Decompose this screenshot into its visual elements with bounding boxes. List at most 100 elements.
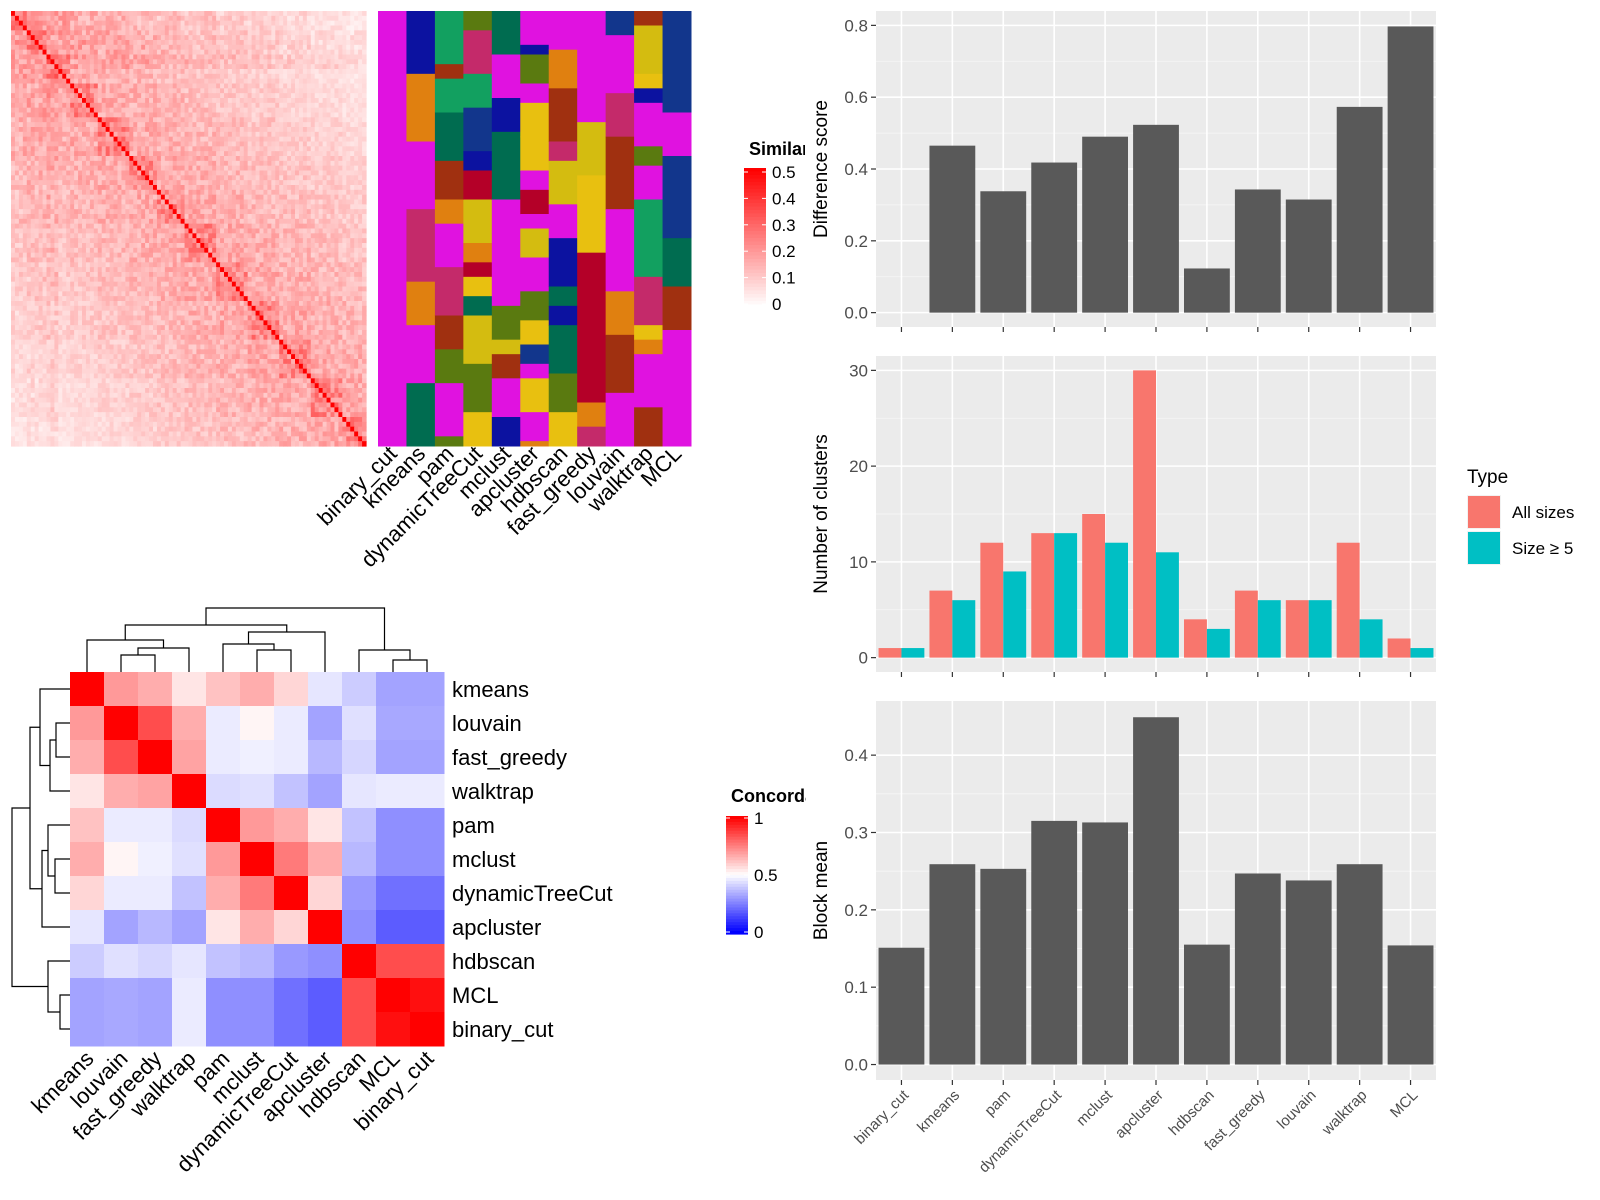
similarity-cell xyxy=(212,223,217,230)
similarity-cell xyxy=(42,69,48,75)
similarity-cell xyxy=(192,257,197,263)
similarity-cell xyxy=(121,175,126,181)
similarity-cell xyxy=(354,78,359,85)
similarity-cell xyxy=(200,15,205,22)
similarity-cell xyxy=(326,262,332,268)
similarity-cell xyxy=(220,20,225,27)
similarity-cell xyxy=(216,102,221,109)
similarity-cell xyxy=(239,252,245,259)
similarity-cell xyxy=(14,170,20,176)
similarity-cell xyxy=(322,107,328,114)
similarity-cell xyxy=(97,40,103,46)
similarity-cell xyxy=(172,73,178,80)
similarity-cell xyxy=(314,40,320,46)
similarity-cell xyxy=(334,262,339,268)
similarity-cell xyxy=(62,35,67,41)
similarity-cell xyxy=(89,25,95,31)
similarity-cell xyxy=(97,276,103,283)
similarity-cell xyxy=(66,127,71,133)
similarity-cell xyxy=(267,233,272,239)
similarity-cell xyxy=(196,136,201,143)
similarity-cell xyxy=(267,238,272,244)
similarity-cell xyxy=(78,189,83,196)
similarity-cell xyxy=(227,238,233,244)
similarity-cell xyxy=(62,228,67,234)
similarity-cell xyxy=(188,228,194,234)
similarity-cell xyxy=(42,141,48,147)
similarity-cell xyxy=(121,88,126,94)
similarity-cell xyxy=(125,185,130,191)
similarity-cell xyxy=(243,98,249,104)
similarity-cell xyxy=(350,180,355,186)
similarity-cell xyxy=(212,93,217,99)
similarity-cell xyxy=(350,112,355,118)
similarity-cell xyxy=(362,272,367,278)
similarity-cell xyxy=(38,15,44,22)
similarity-cell xyxy=(97,247,103,254)
similarity-cell xyxy=(82,88,87,94)
similarity-cell xyxy=(247,54,253,60)
similarity-cell xyxy=(330,257,336,263)
similarity-cell xyxy=(97,199,103,205)
similarity-cell xyxy=(271,156,276,162)
similarity-cell xyxy=(322,136,328,143)
similarity-cell xyxy=(113,122,119,128)
similarity-cell xyxy=(22,59,28,65)
similarity-cell xyxy=(14,78,20,85)
similarity-cell xyxy=(85,185,91,191)
similarity-cell xyxy=(231,11,237,17)
similarity-cell xyxy=(224,117,229,123)
similarity-cell xyxy=(105,180,111,186)
similarity-cell xyxy=(279,238,284,244)
similarity-cell xyxy=(109,59,115,65)
similarity-cell xyxy=(188,40,194,46)
similarity-cell xyxy=(89,30,95,36)
similarity-cell xyxy=(30,59,36,65)
similarity-cell xyxy=(38,107,44,114)
similarity-cell xyxy=(70,30,75,36)
similarity-cell xyxy=(141,238,146,244)
similarity-cell xyxy=(30,88,36,94)
similarity-cell xyxy=(164,252,170,259)
similarity-cell xyxy=(275,272,280,278)
similarity-cell xyxy=(346,247,351,254)
similarity-cell xyxy=(302,238,308,244)
similarity-cell xyxy=(338,180,343,186)
similarity-cell xyxy=(295,20,300,27)
similarity-cell xyxy=(362,30,367,36)
similarity-cell xyxy=(101,165,107,172)
similarity-cell xyxy=(354,194,359,201)
similarity-cell xyxy=(362,180,367,186)
similarity-cell xyxy=(129,88,134,94)
similarity-cell xyxy=(271,83,276,89)
similarity-cell xyxy=(180,102,186,109)
similarity-cell xyxy=(168,238,174,244)
similarity-cell xyxy=(310,214,316,220)
similarity-cell xyxy=(109,40,115,46)
similarity-cell xyxy=(156,73,162,80)
similarity-cell xyxy=(291,170,296,176)
similarity-cell xyxy=(85,69,91,75)
similarity-cell xyxy=(184,204,190,210)
similarity-cell xyxy=(153,180,158,186)
similarity-cell xyxy=(109,252,115,259)
similarity-cell xyxy=(298,30,304,36)
similarity-cell xyxy=(306,209,312,215)
similarity-cell xyxy=(326,78,332,85)
similarity-cell xyxy=(220,233,225,239)
similarity-cell xyxy=(342,102,347,109)
similarity-cell xyxy=(350,156,355,162)
similarity-cell xyxy=(247,170,253,176)
similarity-cell xyxy=(283,146,288,152)
similarity-cell xyxy=(113,11,119,17)
similarity-cell xyxy=(259,117,265,123)
similarity-cell xyxy=(168,69,174,75)
similarity-cell xyxy=(78,127,83,133)
similarity-cell xyxy=(156,272,162,278)
similarity-cell xyxy=(279,165,284,172)
similarity-cell xyxy=(160,243,166,249)
similarity-cell xyxy=(326,15,332,22)
similarity-cell xyxy=(196,44,201,51)
similarity-cell xyxy=(330,73,336,80)
similarity-cell xyxy=(251,262,257,268)
